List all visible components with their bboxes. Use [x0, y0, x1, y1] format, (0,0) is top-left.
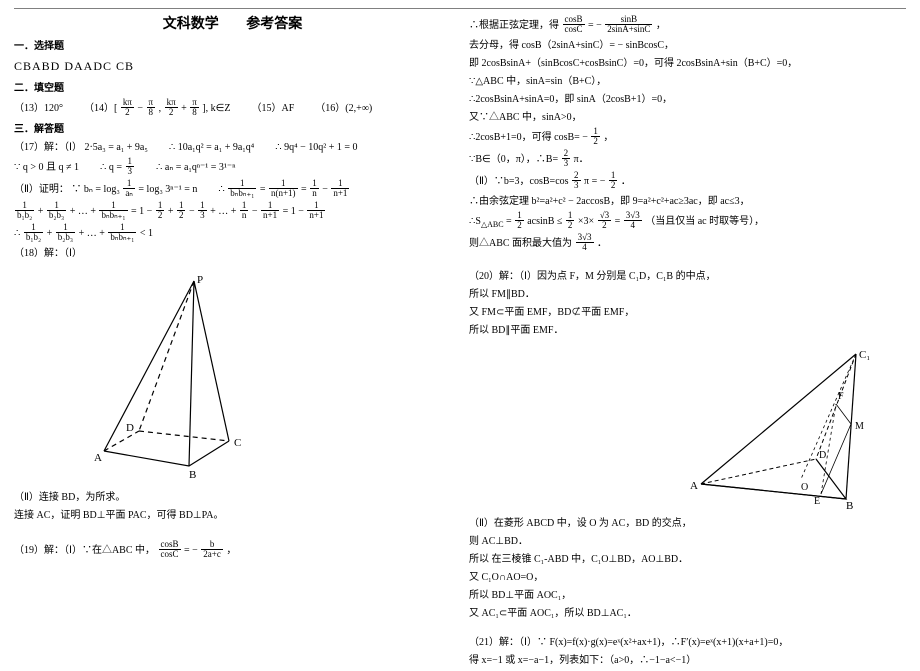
fill-blank-answers: （13）120° （14）[ kπ2 − π8 , kπ2 + π8 ], k∈… [14, 99, 451, 118]
q19-r1: ∴根据正弦定理，得 cosBcosC = − sinB2sinA+sinC ， [469, 16, 906, 35]
q17-p2-line1: （Ⅱ）证明： ∵ bₙ = log₃ 1aₙ = log₃ 3ⁿ⁻¹ = n ∴… [14, 180, 451, 199]
q17-line2: ∵ q > 0 且 q ≠ 1 ∴ q = 13 ∴ aₙ = a₁qⁿ⁻¹ =… [14, 158, 451, 177]
section-1-heading: 一．选择题 [14, 39, 451, 54]
q20-p2-2: 则 AC⊥BD． [469, 534, 906, 549]
q17-line1: （17）解：（Ⅰ） 2·5a₃ = a₁ + 9a₅ ∴ 10a₁q² = a₁… [14, 140, 451, 155]
q19-r5: ∴2cosBsinA+sinA=0，即 sinA（2cosB+1）=0， [469, 92, 906, 107]
q18-lead: （18）解：（Ⅰ） [14, 246, 451, 261]
q19-r8: ∵B∈（0，π），∴B= 23 π． [469, 150, 906, 169]
figure-18-pyramid: P A B C D [64, 271, 451, 484]
q19-r6: 又∵△ABC 中，sinA>0， [469, 110, 906, 125]
q20-p2-4: 又 C₁O∩AO=O， [469, 570, 906, 585]
q20-p2-3: 所以 在三棱锥 C₁-ABD 中，C₁O⊥BD，AO⊥BD． [469, 552, 906, 567]
svg-text:M: M [855, 421, 864, 432]
q20-p2-1: （Ⅱ）在菱形 ABCD 中，设 O 为 AC，BD 的交点， [469, 516, 906, 531]
q20-p2-5: 所以 BD⊥平面 AOC₁， [469, 588, 906, 603]
svg-text:E: E [814, 496, 820, 507]
q21-l2: 得 x=−1 或 x=−a−1，列表如下：（a>0，∴−1−a<−1） [469, 653, 906, 668]
q17-p2-line2: 1b₁b₂ + 1b₂b₃ + … + 1bₙbₙ₊₁ = 1 − 12 + 1… [14, 202, 451, 221]
doc-title: 文科数学 参考答案 [14, 13, 451, 33]
q20-l4: 所以 BD∥平面 EMF． [469, 323, 906, 338]
q19-p2d: ∴由余弦定理 b²=a²+c² − 2accosB，即 9=a²+c²+ac≥3… [469, 194, 906, 209]
svg-text:D: D [819, 450, 826, 461]
q19-p2g: 则△ABC 面积最大值为 3√34 ． [469, 234, 906, 253]
q18-p2b: 连接 AC，证明 BD⊥平面 PAC，可得 BD⊥PA。 [14, 508, 451, 523]
q19-r2: 去分母，得 cosB（2sinA+sinC）= − sinBcosC， [469, 38, 906, 53]
q19-p2a: （Ⅱ）∵b=3，cosB=cos 23 π = − 12 ． [469, 172, 906, 191]
svg-text:P: P [197, 274, 203, 286]
svg-text:A: A [94, 452, 102, 464]
svg-text:C₁: C₁ [859, 349, 870, 361]
q21-l1: （21）解：（Ⅰ）∵ F(x)=f(x)·g(x)=eˣ(x²+ax+1)，∴F… [469, 635, 906, 650]
svg-text:F: F [838, 391, 844, 402]
svg-text:C: C [234, 437, 241, 449]
q17-p2-line3: ∴ 1b₁b₂ + 1b₂b₃ + … + 1bₙbₙ₊₁ < 1 [14, 224, 451, 243]
title-right: 参考答案 [246, 17, 302, 32]
left-column: 文科数学 参考答案 一．选择题 CBABD DAADC CB 二．填空题 （13… [14, 13, 451, 671]
mc-answers: CBABD DAADC CB [14, 57, 451, 75]
q19-lead: （19）解：（Ⅰ）∵在△ABC 中， cosBcosC = − b2a+c ， [14, 541, 451, 560]
q19-r4: ∵△ABC 中，sinA=sin（B+C）， [469, 74, 906, 89]
figure-20-tetra: C₁ A B D E F M O [469, 344, 906, 512]
svg-text:A: A [690, 480, 698, 492]
q20-l3: 又 FM⊂平面 EMF，BD⊄平面 EMF， [469, 305, 906, 320]
right-column: ∴根据正弦定理，得 cosBcosC = − sinB2sinA+sinC ， … [469, 13, 906, 671]
section-2-heading: 二．填空题 [14, 81, 451, 96]
svg-text:B: B [189, 469, 196, 481]
q19-p2e: ∴S△ABC = 12 acsinB ≤ 12 ×3× √32 = 3√34 （… [469, 212, 906, 231]
svg-text:D: D [126, 422, 134, 434]
q18-p2a: （Ⅱ）连接 BD，为所求。 [14, 490, 451, 505]
top-rule [14, 8, 906, 9]
svg-text:B: B [846, 500, 853, 509]
svg-text:O: O [801, 482, 808, 493]
title-left: 文科数学 [163, 17, 219, 32]
q19-r3: 即 2cosBsinA+（sinBcosC+cosBsinC）=0，可得 2co… [469, 56, 906, 71]
section-3-heading: 三．解答题 [14, 122, 451, 137]
q20-p2-6: 又 AC₁⊂平面 AOC₁，所以 BD⊥AC₁． [469, 606, 906, 621]
q20-l2: 所以 FM∥BD． [469, 287, 906, 302]
q19-r7: ∴2cosB+1=0，可得 cosB= − 12 ， [469, 128, 906, 147]
page-columns: 文科数学 参考答案 一．选择题 CBABD DAADC CB 二．填空题 （13… [14, 13, 906, 671]
q20-l1: （20）解：（Ⅰ）因为点 F，M 分别是 C₁D，C₁B 的中点， [469, 269, 906, 284]
